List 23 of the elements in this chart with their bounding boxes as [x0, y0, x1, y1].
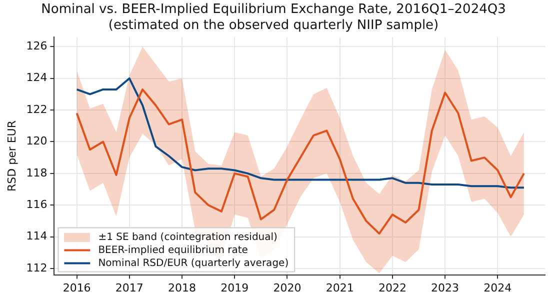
legend-label: BEER-implied equilibrium rate: [98, 244, 248, 256]
y-tick-label: 126: [26, 40, 48, 53]
x-tick-label: 2024: [484, 281, 512, 294]
y-tick-label: 114: [26, 230, 48, 243]
legend-label: Nominal RSD/EUR (quarterly average): [98, 258, 289, 269]
y-tick-label: 116: [26, 198, 48, 211]
y-axis-title: RSD per EUR: [5, 120, 18, 192]
chart-subtitle: (estimated on the observed quarterly NIIP sample): [108, 18, 439, 33]
x-tick-label: 2019: [220, 281, 249, 294]
x-tick-label: 2018: [168, 281, 196, 294]
chart-title: Nominal vs. BEER-Implied Equilibrium Exchange Rate, 2016Q1–2024Q3: [41, 2, 506, 18]
y-tick-label: 122: [26, 102, 48, 116]
x-tick-label: 2017: [115, 281, 144, 294]
x-tick-label: 2016: [62, 281, 91, 294]
y-tick-label: 112: [26, 261, 48, 274]
x-tick-label: 2022: [378, 281, 406, 294]
y-tick-label: 118: [26, 166, 48, 180]
y-tick-label: 124: [26, 71, 48, 84]
annotation: ±1 SE band (cointegration residual): [98, 232, 278, 243]
y-tick-label: 120: [26, 134, 48, 148]
x-tick-label: 2020: [273, 281, 302, 294]
x-tick-label: 2023: [431, 281, 460, 294]
x-tick-label: 2021: [326, 281, 354, 294]
